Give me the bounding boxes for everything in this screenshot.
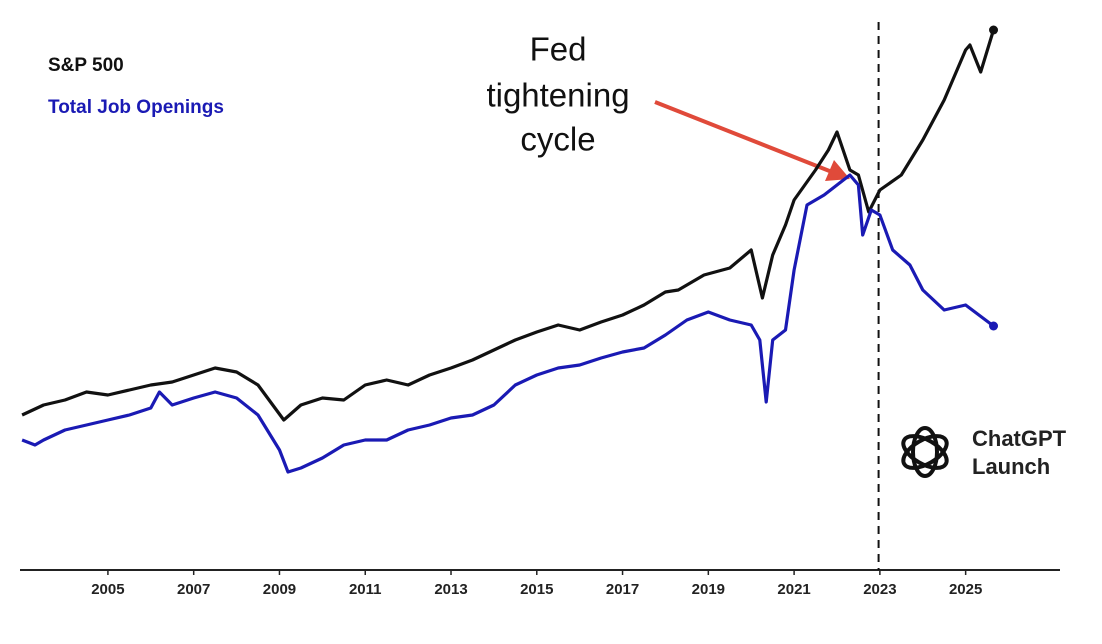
x-tick-label: 2017 (606, 581, 639, 598)
legend-sp500: S&P 500 (48, 55, 124, 76)
x-tick-label: 2015 (520, 581, 553, 598)
vline-label: Launch (972, 454, 1050, 479)
x-tick-label: 2021 (777, 581, 810, 598)
arrow-head (825, 160, 850, 181)
end-dot (989, 25, 999, 35)
series-line (21, 173, 995, 474)
x-tick-label: 2005 (91, 581, 124, 598)
series-line (21, 29, 996, 422)
annotation-line: tightening (486, 77, 629, 114)
x-tick-label: 2007 (177, 581, 210, 598)
openai-logo (901, 426, 949, 478)
x-tick-label: 2011 (349, 581, 382, 598)
annotation-line: Fed (530, 31, 587, 68)
legend-job-openings: Total Job Openings (48, 97, 224, 118)
annotation-line: cycle (520, 121, 595, 158)
annotation-arrow (654, 100, 833, 174)
end-dot (989, 321, 999, 331)
x-tick-label: 2019 (692, 581, 725, 598)
x-tick-label: 2013 (434, 581, 467, 598)
vline-label: ChatGPT (972, 426, 1067, 451)
x-tick-label: 2025 (949, 581, 982, 598)
x-tick-label: 2009 (263, 581, 296, 598)
x-tick-label: 2023 (863, 581, 896, 598)
